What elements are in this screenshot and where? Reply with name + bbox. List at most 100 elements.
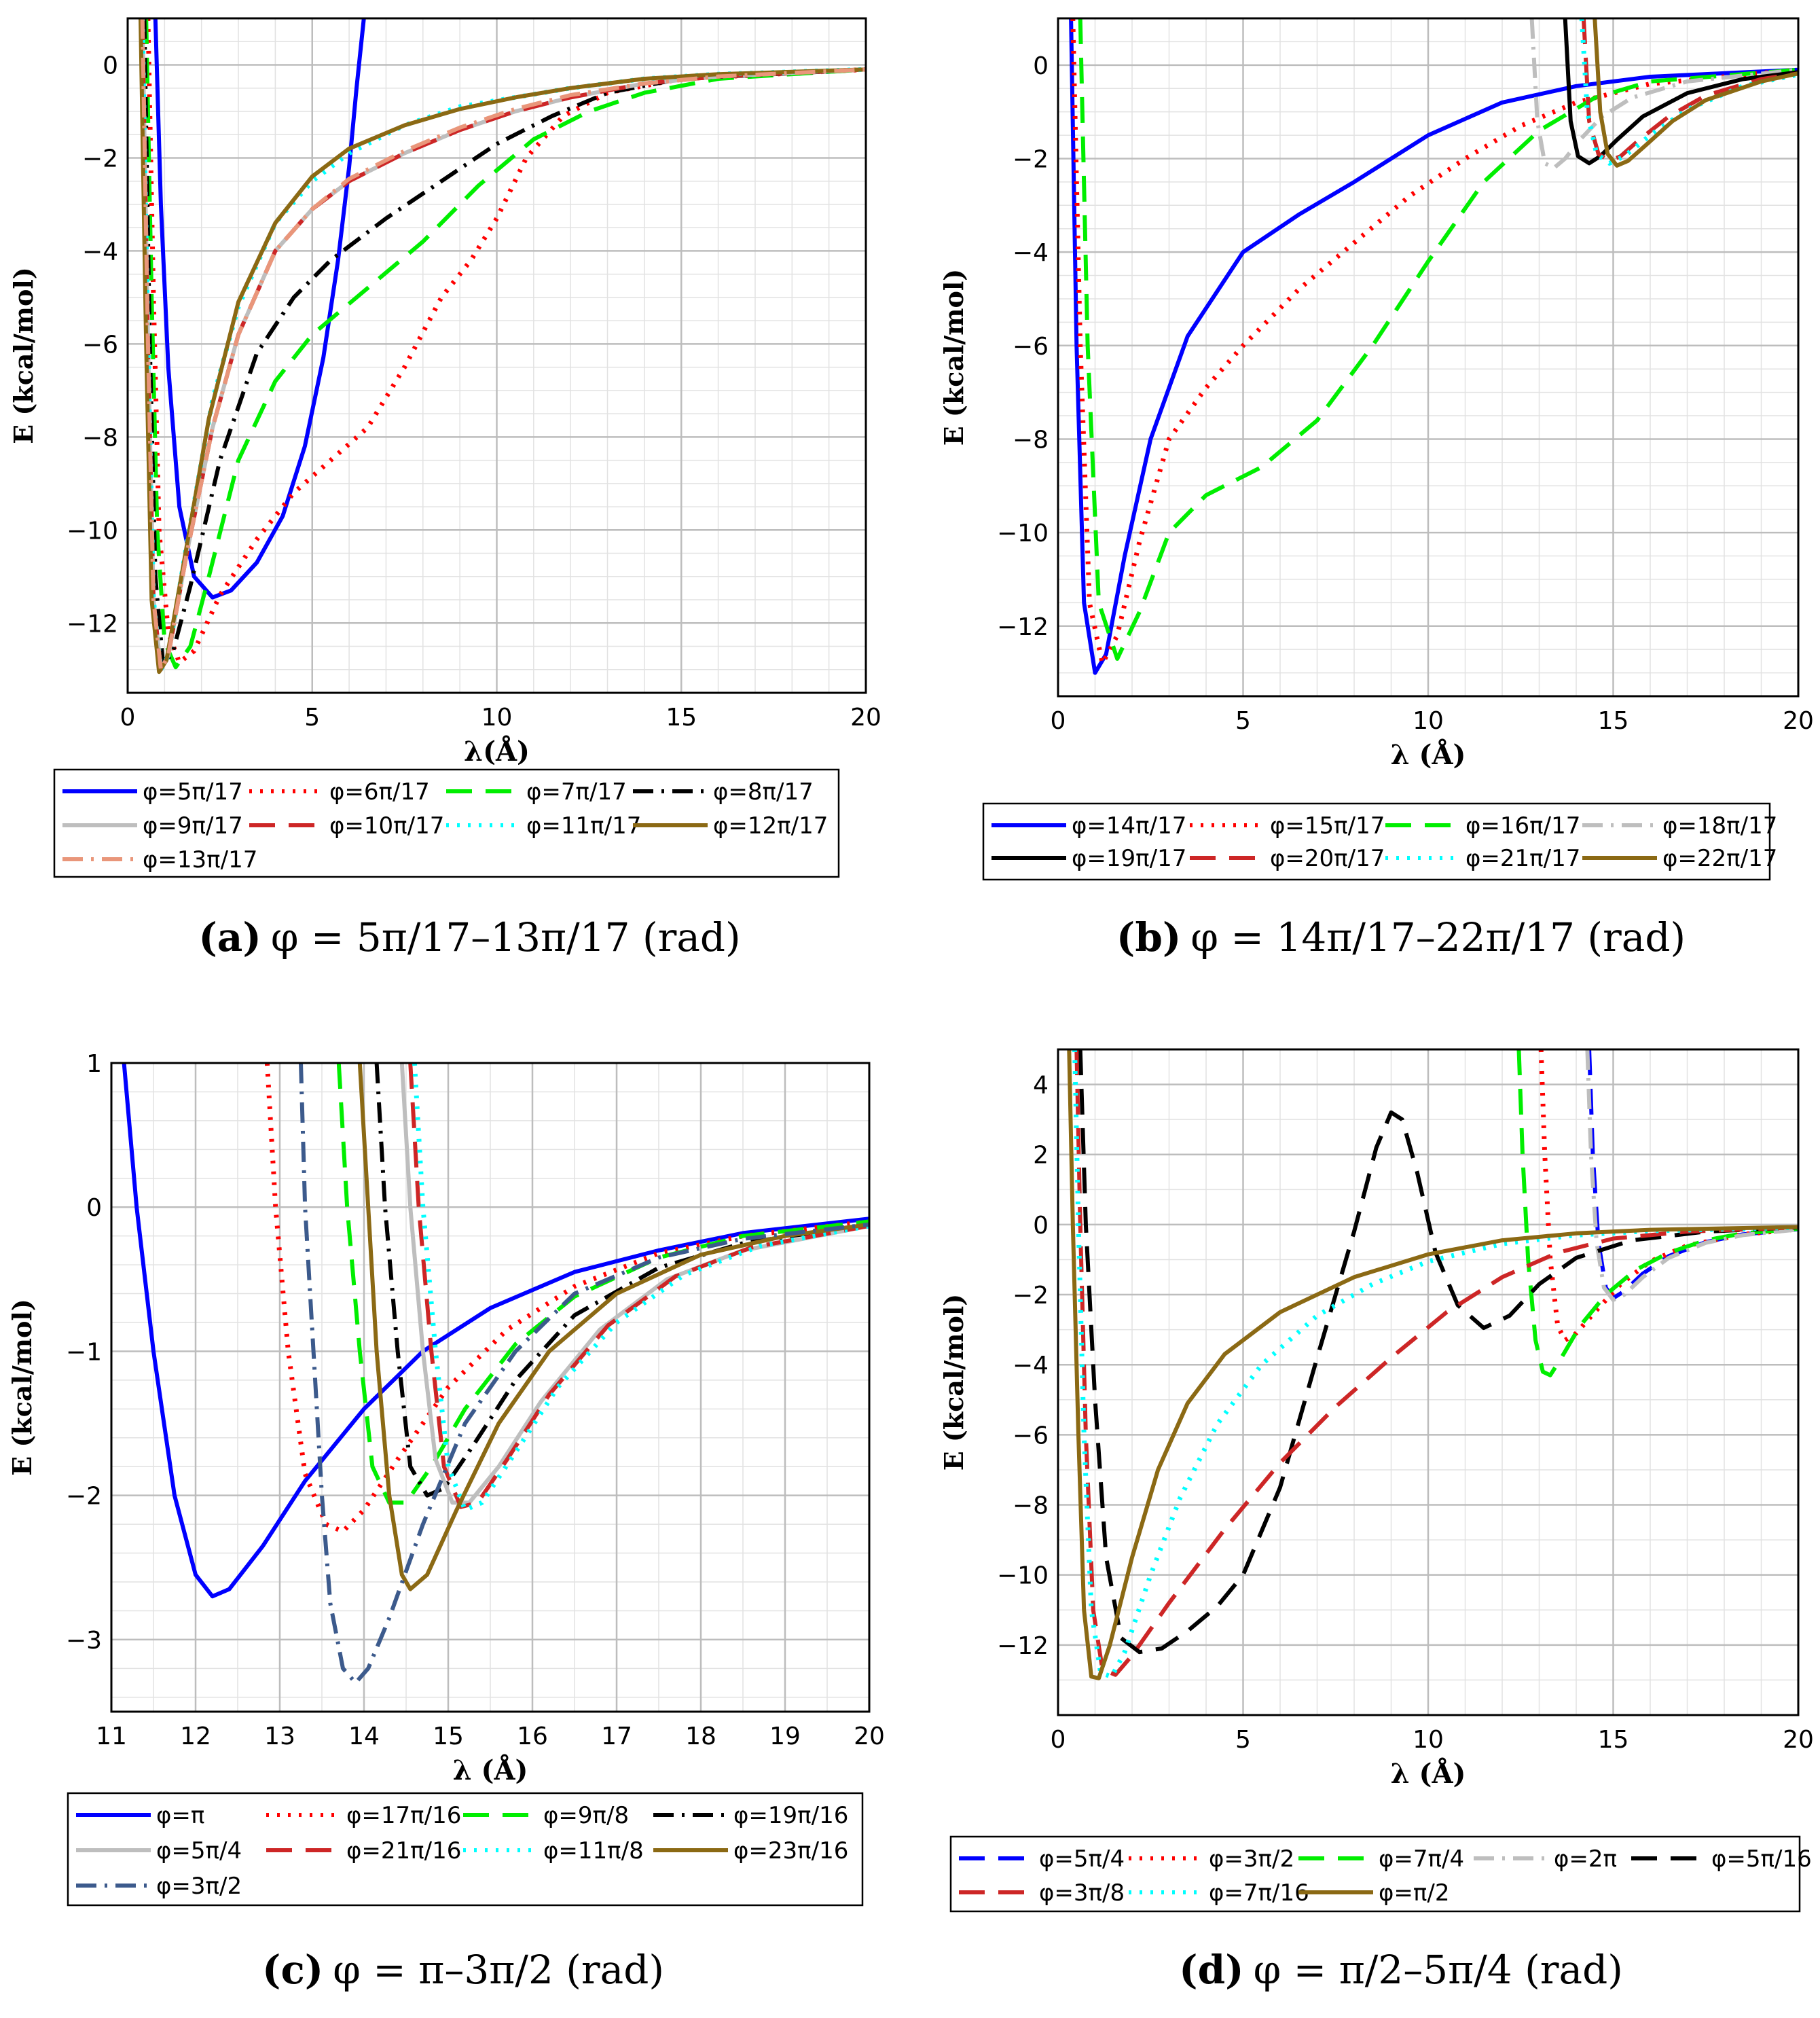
caption-letter: (c) (262, 1947, 323, 1993)
legend-entry: φ=8π/17 (713, 778, 814, 806)
x-tick-label: 20 (854, 1723, 885, 1750)
caption-text: φ = π/2–5π/4 (rad) (1254, 1947, 1623, 1993)
y-tick-label: −1 (66, 1338, 102, 1366)
x-tick-label: 5 (1235, 707, 1251, 735)
x-tick-label: 13 (264, 1723, 295, 1750)
x-tick-label: 5 (1235, 1726, 1251, 1754)
panel-caption: (c) φ = π–3π/2 (rad) (262, 1947, 664, 1993)
y-tick-label: −2 (82, 145, 118, 173)
series-line-φ=11π/8 (412, 1063, 869, 1513)
series-line-φ=3π/2 (299, 1063, 869, 1685)
legend-box (982, 802, 1771, 881)
legend-entry: φ=11π/17 (526, 812, 641, 840)
caption-text: φ = π–3π/2 (rad) (333, 1947, 664, 1993)
x-tick-label: 10 (1413, 1726, 1444, 1754)
legend-entry: φ=5π/17 (143, 778, 243, 806)
series-line-φ=7π/17 (144, 18, 866, 670)
legend-entry: φ=17π/16 (346, 1802, 461, 1829)
chart-panel-b: 0 5 10 15 20 0 −2 −4 −6 −8 −10 −12 λ (Å) E (kcal/mol)… (939, 17, 1814, 960)
y-axis-label: E (kcal/mol) (8, 267, 39, 444)
x-tick-label: 20 (1783, 1726, 1814, 1754)
series-line-φ=18π/17 (1529, 18, 1798, 170)
x-tick-label: 12 (180, 1723, 211, 1750)
y-tick-label: −2 (1013, 1282, 1049, 1310)
y-tick-label: −4 (82, 238, 118, 266)
x-tick-label: 19 (769, 1723, 801, 1750)
x-tick-label: 15 (666, 704, 697, 732)
y-axis-label: E (kcal/mol) (939, 269, 969, 446)
legend-entry: φ=19π/17 (1072, 845, 1186, 872)
legend-entry: φ=18π/17 (1662, 812, 1777, 840)
x-tick-label: 0 (1051, 1726, 1066, 1754)
y-tick-label: −10 (997, 520, 1049, 547)
legend-entry: φ=5π/16 (1711, 1845, 1812, 1873)
series-line-φ=3π/2 (1538, 1049, 1798, 1343)
y-tick-label: −2 (66, 1483, 102, 1511)
y-tick-label: 0 (1033, 1212, 1049, 1240)
plot-frame (1057, 1048, 1800, 1716)
series-line-φ=17π/16 (264, 1063, 869, 1534)
y-tick-label: −12 (997, 613, 1049, 641)
y-tick-label: 1 (86, 1050, 102, 1078)
y-tick-label: 0 (86, 1194, 102, 1222)
legend-entry: φ=6π/17 (329, 778, 430, 806)
y-tick-label: −8 (1013, 1492, 1049, 1520)
legend-entry: φ=11π/8 (543, 1837, 644, 1864)
series-line-φ=7π/4 (1516, 1049, 1798, 1377)
x-tick-label: 5 (304, 704, 320, 732)
x-tick-label: 16 (517, 1723, 548, 1750)
legend-entry: φ=3π/2 (1209, 1845, 1294, 1873)
plot-frame (126, 17, 867, 694)
x-tick-label: 18 (685, 1723, 716, 1750)
x-tick-label: 11 (96, 1723, 127, 1750)
x-tick-label: 15 (1598, 1726, 1629, 1754)
series-line-φ=15π/17 (1070, 18, 1798, 666)
panel-caption: (a) φ = 5π/17–13π/17 (rad) (198, 914, 740, 960)
legend-entry: φ=12π/17 (713, 812, 828, 840)
x-axis-label: λ (Å) (453, 1754, 528, 1786)
x-tick-label: 20 (1783, 707, 1814, 735)
series-line-φ=5π/4 (1587, 1049, 1798, 1301)
legend-entry: φ=7π/17 (526, 778, 627, 806)
plot-frame (110, 1062, 871, 1713)
legend-entry: φ=2π (1554, 1845, 1617, 1873)
series-line-φ=23π/16 (357, 1063, 869, 1591)
y-tick-label: −10 (997, 1562, 1049, 1590)
x-axis-label: λ (Å) (1391, 739, 1466, 771)
y-axis-label: E (kcal/mol) (7, 1299, 37, 1476)
x-tick-label: 20 (850, 704, 881, 732)
legend-entry: φ=16π/17 (1466, 812, 1580, 840)
legend-entry: φ=20π/17 (1270, 845, 1385, 872)
legend-entry: φ=5π/4 (1039, 1845, 1125, 1873)
legend-entry: φ=15π/17 (1270, 812, 1385, 840)
y-tick-label: −8 (82, 424, 118, 452)
legend-entry: φ=3π/8 (1039, 1879, 1125, 1907)
y-tick-label: −12 (997, 1632, 1049, 1660)
caption-letter: (a) (198, 914, 261, 960)
legend-entry: φ=9π/17 (143, 812, 243, 840)
y-tick-label: −6 (82, 331, 118, 359)
y-tick-label: 0 (103, 52, 118, 79)
legend-entry: φ=19π/16 (733, 1802, 848, 1829)
series-line-φ=14π/17 (1069, 18, 1798, 675)
x-tick-label: 15 (433, 1723, 464, 1750)
series-line-φ=π (122, 1063, 869, 1599)
legend-entry: φ=21π/17 (1466, 845, 1580, 872)
series-line-φ=9π/8 (336, 1063, 869, 1505)
y-tick-label: −2 (1013, 145, 1049, 173)
series-line-φ=8π/17 (142, 18, 866, 663)
x-axis-label: λ (Å) (1391, 1758, 1466, 1790)
series-line-φ=3π/8 (1074, 1049, 1798, 1677)
y-tick-label: −10 (67, 517, 118, 545)
legend-entry: φ=9π/8 (543, 1802, 629, 1829)
legend-entry: φ=π/2 (1379, 1879, 1449, 1907)
legend-entry: φ=21π/16 (346, 1837, 461, 1864)
y-tick-label: −6 (1013, 333, 1049, 361)
caption-text: φ = 14π/17–22π/17 (rad) (1190, 914, 1686, 960)
series-line-φ=5π/17 (153, 18, 366, 600)
panel-caption: (b) φ = 14π/17–22π/17 (rad) (1116, 914, 1686, 960)
series-line-φ=π/2 (1067, 1049, 1798, 1680)
x-tick-label: 10 (481, 704, 513, 732)
series-line-φ=5π/4 (399, 1063, 869, 1505)
